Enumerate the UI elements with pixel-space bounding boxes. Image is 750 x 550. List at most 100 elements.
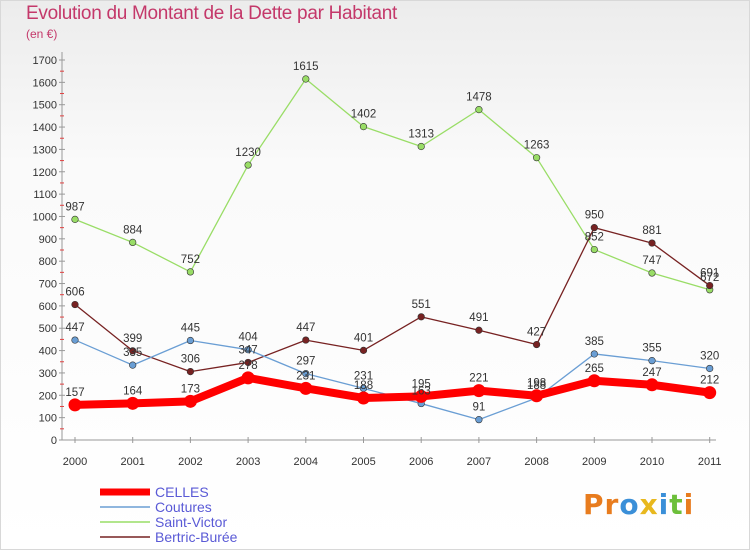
x-tick-label: 2008 — [524, 456, 548, 468]
data-label: 399 — [123, 333, 142, 345]
data-point — [129, 238, 137, 246]
y-tick-label: 900 — [39, 234, 57, 246]
data-point — [414, 389, 428, 403]
data-label: 1313 — [408, 129, 434, 141]
data-point — [71, 300, 79, 309]
data-point — [71, 336, 79, 344]
data-point — [590, 245, 598, 254]
y-tick-label: 1600 — [33, 77, 57, 89]
data-label: 247 — [642, 367, 661, 379]
data-point — [475, 106, 483, 114]
logo-letter: t — [669, 488, 684, 521]
data-point — [186, 268, 194, 276]
y-tick-label: 1400 — [33, 122, 57, 134]
data-label: 297 — [296, 356, 315, 368]
y-tick-label: 1300 — [33, 144, 57, 156]
data-label: 355 — [642, 343, 661, 355]
data-point — [126, 396, 140, 410]
data-point — [645, 378, 659, 392]
data-point — [590, 224, 598, 232]
x-tick-label: 2000 — [63, 456, 87, 468]
data-point — [590, 350, 598, 358]
data-label: 385 — [585, 336, 604, 348]
data-label: 306 — [181, 354, 200, 366]
x-tick-label: 2011 — [698, 456, 722, 468]
x-tick-label: 2003 — [236, 456, 260, 468]
x-tick-label: 2007 — [467, 456, 491, 468]
data-point — [186, 368, 194, 376]
data-label: 163 — [412, 386, 431, 398]
data-point — [359, 346, 368, 354]
series-line-celles — [71, 373, 714, 409]
data-label: 1615 — [293, 61, 319, 73]
data-label: 427 — [527, 327, 546, 339]
data-point — [244, 161, 252, 169]
data-point — [359, 123, 368, 131]
y-tick-label: 300 — [39, 368, 57, 380]
data-label: 1478 — [466, 92, 492, 104]
legend-label: Bertric-Burée — [155, 529, 238, 545]
y-tick-label: 1500 — [33, 100, 57, 112]
data-label: 278 — [239, 360, 258, 372]
data-label: 404 — [239, 332, 259, 344]
chart-title: Evolution du Montant de la Dette par Hab… — [26, 3, 397, 24]
data-label: 491 — [469, 312, 488, 324]
data-point — [475, 326, 483, 334]
data-point — [648, 269, 656, 277]
data-label: 320 — [700, 350, 719, 362]
data-point — [706, 364, 714, 373]
series-layer — [68, 75, 717, 424]
data-label: 447 — [65, 322, 84, 334]
data-point — [357, 391, 370, 405]
data-point — [71, 215, 79, 223]
data-label: 445 — [181, 323, 200, 335]
series-line-saint-victor — [74, 78, 711, 291]
y-tick-label: 500 — [39, 323, 57, 335]
data-point — [244, 358, 252, 367]
axes: 0 100 200 300 400 500 600 700 800 900 1000 1100 1200… — [33, 52, 722, 468]
data-point — [706, 281, 714, 290]
data-label: 347 — [239, 344, 258, 356]
y-tick-label: 100 — [39, 413, 57, 425]
data-point — [183, 394, 197, 408]
logo-letter: i — [683, 488, 695, 521]
y-tick-label: 1000 — [33, 211, 57, 223]
y-tick-label: 800 — [39, 256, 57, 268]
legend-label: Saint-Victor — [155, 514, 227, 530]
data-label: 447 — [296, 322, 315, 334]
data-label: 950 — [585, 210, 604, 222]
logo-letter: i — [658, 488, 670, 521]
data-point — [186, 336, 194, 345]
y-tick-label: 1200 — [33, 167, 57, 179]
data-label: 987 — [65, 201, 84, 213]
data-point — [530, 389, 544, 403]
data-point — [532, 340, 541, 349]
data-label: 198 — [527, 378, 546, 390]
data-point — [417, 142, 425, 151]
chart-subtitle: (en €) — [26, 27, 58, 41]
data-point — [475, 416, 483, 424]
data-point — [299, 381, 313, 395]
data-point — [703, 386, 717, 400]
x-tick-label: 2005 — [351, 456, 375, 468]
x-tick-label: 2001 — [120, 456, 144, 468]
data-label: 173 — [181, 383, 200, 395]
data-point — [129, 347, 137, 355]
data-label: 157 — [65, 387, 84, 399]
data-label: 881 — [642, 225, 661, 237]
data-label: 212 — [700, 375, 719, 387]
data-label: 606 — [65, 287, 84, 299]
data-label: 91 — [473, 402, 486, 414]
data-point — [244, 346, 252, 354]
data-label: 188 — [527, 380, 546, 392]
y-tick-label: 1700 — [33, 55, 57, 67]
data-label: 195 — [412, 378, 431, 390]
x-tick-label: 2009 — [582, 456, 606, 468]
logo-letter: o — [619, 488, 640, 521]
y-tick-label: 600 — [39, 301, 57, 313]
data-point — [241, 371, 255, 385]
data-point — [472, 384, 486, 398]
